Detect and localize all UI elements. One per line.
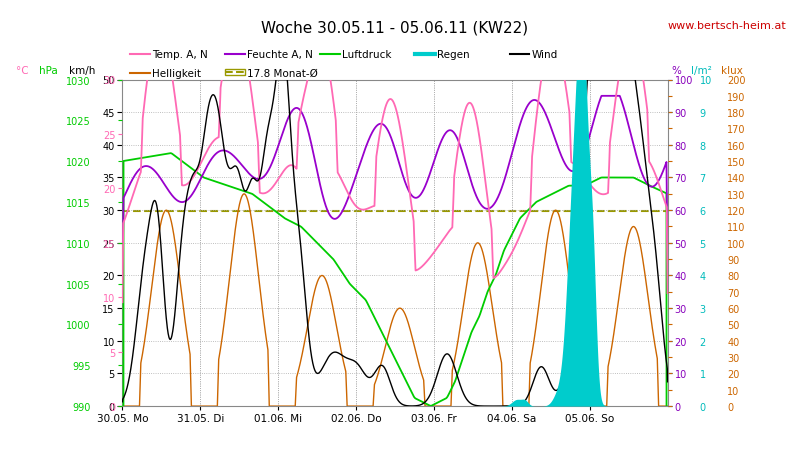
Text: klux: klux — [721, 66, 743, 76]
Text: Wind: Wind — [532, 50, 558, 60]
Text: 17.8 Monat-Ø: 17.8 Monat-Ø — [247, 68, 318, 78]
Text: %: % — [672, 66, 681, 76]
Text: km/h: km/h — [69, 66, 95, 76]
Text: Woche 30.05.11 - 05.06.11 (KW22): Woche 30.05.11 - 05.06.11 (KW22) — [261, 21, 529, 36]
Text: l/m²: l/m² — [691, 66, 712, 76]
Text: °C: °C — [16, 66, 28, 76]
Text: Temp. A, N: Temp. A, N — [152, 50, 209, 60]
Text: Feuchte A, N: Feuchte A, N — [247, 50, 313, 60]
Text: Luftdruck: Luftdruck — [342, 50, 392, 60]
Text: www.bertsch-heim.at: www.bertsch-heim.at — [668, 21, 786, 31]
Text: Regen: Regen — [437, 50, 469, 60]
Text: hPa: hPa — [40, 66, 58, 76]
Text: Helligkeit: Helligkeit — [152, 68, 201, 78]
